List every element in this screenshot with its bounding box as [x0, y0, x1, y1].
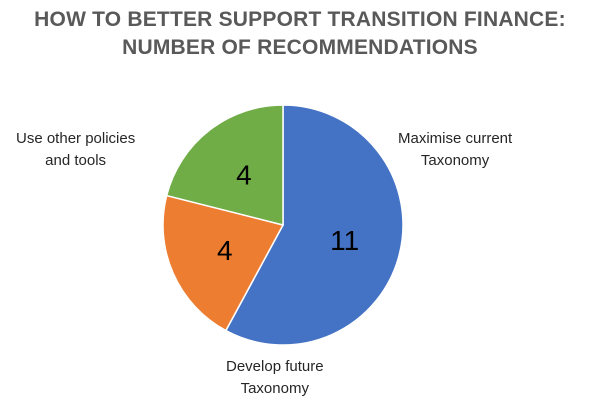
chart-title-line-2: NUMBER OF RECOMMENDATIONS [122, 36, 478, 59]
slice-label-develop-future-taxonomy: Develop future Taxonomy [226, 356, 324, 400]
slice-label-develop-line-2: Taxonomy [240, 380, 309, 397]
slice-label-maximise-current-taxonomy: Maximise current Taxonomy [398, 128, 512, 172]
data-label-use-other-policies: 4 [236, 159, 252, 190]
chart-title-line-1: HOW TO BETTER SUPPORT TRANSITION FINANCE… [34, 8, 566, 31]
pie-slice-develop-future-taxonomy [162, 194, 285, 332]
pie-slice-use-other-policies [165, 104, 284, 226]
slice-label-maximise-line-2: Taxonomy [420, 152, 490, 169]
slice-label-use-other-policies: Use other policies and tools [16, 128, 135, 172]
chart-title: HOW TO BETTER SUPPORT TRANSITION FINANCE… [0, 6, 600, 62]
data-label-maximise-current-taxonomy: 11 [330, 225, 359, 256]
slice-label-use-other-line-2: and tools [45, 152, 107, 169]
slice-label-develop-line-1: Develop future [226, 358, 324, 375]
pie-slice-maximise-current-taxonomy [224, 104, 404, 346]
slice-label-maximise-line-1: Maximise current [398, 130, 513, 147]
data-label-develop-future-taxonomy: 4 [217, 235, 233, 266]
slice-label-use-other-line-1: Use other policies [16, 130, 136, 147]
